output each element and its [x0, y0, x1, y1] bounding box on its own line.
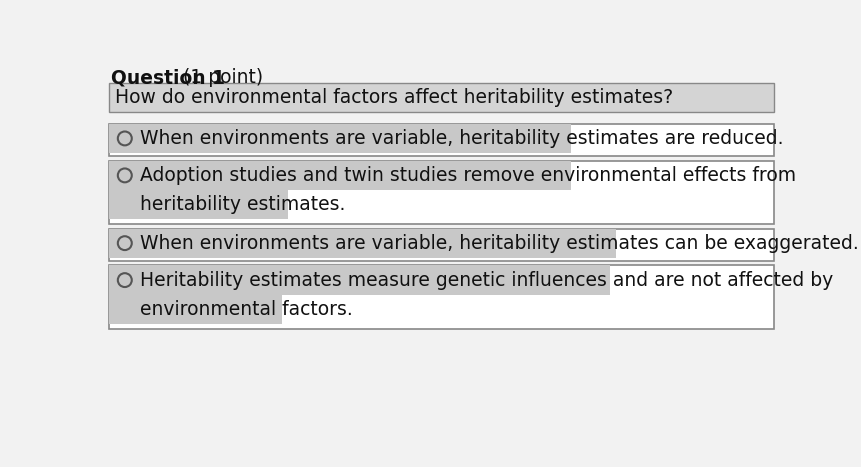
Bar — [109, 190, 288, 219]
Text: Question 1: Question 1 — [111, 68, 225, 87]
Text: environmental factors.: environmental factors. — [140, 300, 353, 319]
Text: (1 point): (1 point) — [177, 68, 263, 87]
Text: heritability estimates.: heritability estimates. — [140, 195, 345, 214]
Text: When environments are variable, heritability estimates can be exaggerated.: When environments are variable, heritabi… — [140, 234, 858, 253]
Bar — [109, 161, 773, 224]
Bar — [109, 265, 773, 329]
Bar — [109, 228, 773, 261]
Text: Heritability estimates measure genetic influences and are not affected by: Heritability estimates measure genetic i… — [140, 270, 833, 290]
Text: When environments are variable, heritability estimates are reduced.: When environments are variable, heritabi… — [140, 129, 783, 148]
Bar — [109, 83, 773, 112]
Text: Adoption studies and twin studies remove environmental effects from: Adoption studies and twin studies remove… — [140, 166, 796, 185]
Bar — [109, 295, 282, 324]
Bar — [109, 228, 616, 258]
Bar — [109, 161, 571, 190]
Bar — [109, 124, 773, 156]
Text: How do environmental factors affect heritability estimates?: How do environmental factors affect heri… — [115, 88, 672, 107]
Bar — [109, 265, 610, 295]
Bar — [109, 124, 571, 153]
